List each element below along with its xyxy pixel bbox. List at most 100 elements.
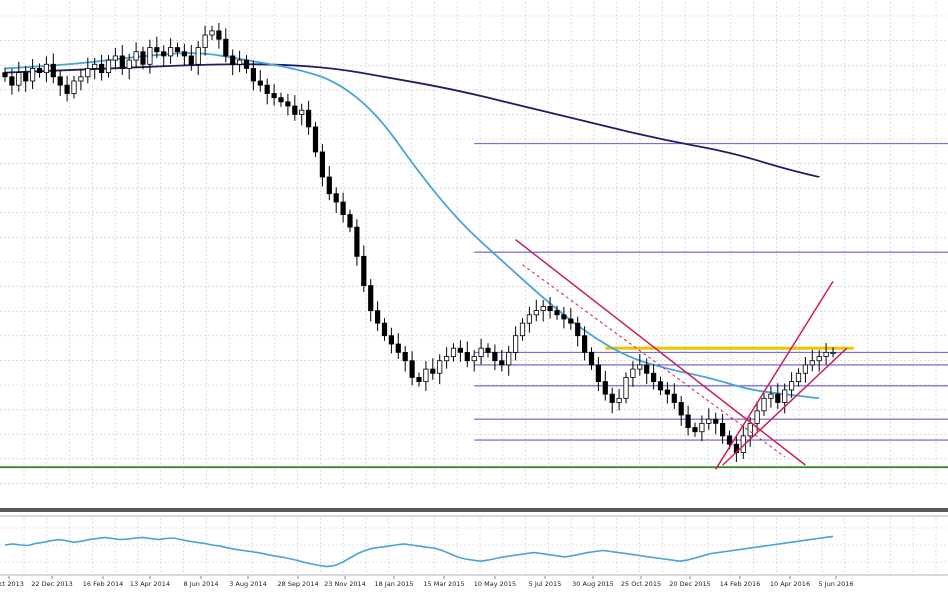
candle-body — [57, 76, 63, 86]
candle — [312, 121, 319, 157]
candle-body — [85, 68, 91, 78]
candle-body — [292, 105, 298, 115]
candle-body — [816, 356, 822, 362]
moving-averages — [4, 52, 820, 400]
x-tick-label: 13 Apr 2014 — [130, 580, 170, 588]
candle — [319, 144, 326, 187]
candle-body — [775, 393, 781, 403]
candle-body — [99, 63, 105, 74]
candle-body — [423, 368, 429, 383]
candle-body — [464, 351, 470, 362]
candle — [250, 60, 256, 91]
x-tick-label: 20 Dec 2015 — [669, 580, 711, 588]
candle — [402, 345, 408, 372]
candle — [271, 84, 277, 106]
candle — [430, 358, 436, 380]
candle-body — [347, 214, 353, 228]
candle-body — [368, 285, 374, 312]
candle-body — [119, 55, 125, 69]
candle — [616, 388, 622, 411]
candle — [361, 245, 367, 293]
candle-body — [699, 422, 705, 433]
candle-body — [644, 364, 650, 374]
candle — [57, 70, 63, 97]
candle-body — [657, 381, 664, 391]
candle — [795, 368, 802, 387]
candle — [789, 372, 795, 398]
candle — [630, 361, 636, 387]
candle-body — [623, 377, 629, 399]
candle-body — [381, 322, 388, 337]
x-tick-label: 23 Nov 2014 — [324, 580, 366, 588]
x-tick-label: 18 Jan 2015 — [375, 580, 414, 588]
candle — [92, 57, 98, 80]
candle-body — [823, 351, 829, 357]
candle — [816, 350, 822, 372]
candle-body — [499, 360, 505, 366]
candle-body — [112, 55, 118, 61]
candle — [720, 413, 726, 444]
candle — [2, 67, 8, 82]
candle — [368, 279, 374, 322]
candle — [809, 349, 815, 372]
candle — [64, 75, 70, 102]
x-tick-label: 14 Feb 2016 — [720, 580, 760, 588]
candle-body — [519, 322, 526, 337]
candle — [519, 318, 526, 341]
x-axis: Oct 2013 22 Dec 2013 16 Feb 2014 13 Apr 201… — [0, 576, 853, 588]
candle — [450, 343, 457, 362]
candle — [830, 347, 836, 358]
x-tick-label: 25 Oct 2015 — [621, 580, 661, 588]
candle — [112, 47, 118, 70]
candle — [285, 93, 291, 116]
x-tick-label: 3 Aug 2014 — [229, 580, 267, 588]
candle-body — [202, 34, 208, 48]
candle — [78, 68, 84, 91]
candle-body — [147, 47, 153, 65]
candle — [126, 53, 132, 80]
candle-body — [402, 351, 408, 362]
candle-body — [250, 68, 256, 82]
pane-separator — [0, 508, 948, 576]
candle — [768, 386, 774, 408]
candle — [174, 42, 181, 57]
candle — [623, 372, 629, 404]
candle — [492, 344, 498, 371]
candle — [657, 376, 664, 395]
candle-body — [174, 47, 181, 53]
candle-body — [50, 63, 56, 78]
candle-body — [761, 397, 767, 412]
candle — [437, 354, 443, 385]
candle — [471, 350, 477, 372]
candle — [547, 297, 553, 319]
candle — [678, 396, 684, 426]
candle — [9, 68, 15, 95]
x-tick-label: 22 Dec 2013 — [31, 580, 73, 588]
candle-body — [36, 68, 43, 74]
candle-body — [71, 80, 77, 94]
candle-body — [616, 397, 622, 403]
candle — [588, 347, 595, 370]
candle-body — [430, 368, 436, 374]
candle — [167, 38, 174, 64]
candle-body — [188, 55, 194, 65]
channel-midline-dashed — [522, 264, 785, 458]
candle — [506, 345, 512, 376]
candle — [154, 36, 160, 59]
candle — [602, 370, 608, 401]
candle-body — [754, 410, 760, 424]
candle — [230, 49, 236, 76]
x-tick-label: 28 Sep 2014 — [277, 580, 318, 588]
candle-body — [595, 364, 602, 383]
candle — [195, 41, 201, 76]
candle-body — [685, 414, 691, 428]
candle-body — [651, 372, 657, 383]
candle — [257, 70, 263, 92]
candle-body — [450, 347, 457, 357]
candle-body — [78, 76, 84, 82]
x-tick-label: 5 Jun 2016 — [819, 580, 854, 588]
candle — [223, 28, 229, 63]
candle — [568, 308, 574, 330]
candle — [236, 50, 243, 73]
candle-body — [706, 418, 712, 424]
